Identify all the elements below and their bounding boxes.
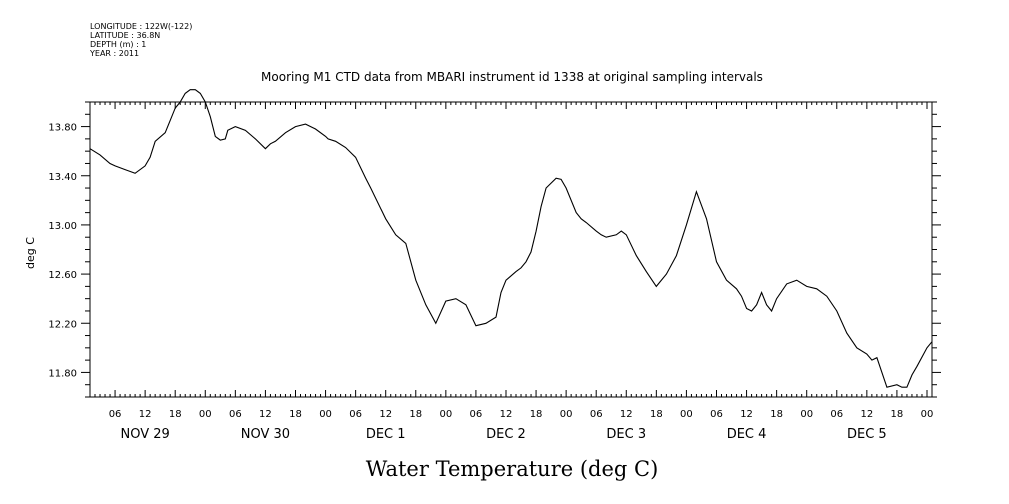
x-hour-tick-label: 12 [379,409,392,420]
depth-label: DEPTH (m) : 1 [90,40,147,49]
x-axis-label: Water Temperature (deg C) [366,457,659,481]
x-hour-tick-label: 06 [590,409,603,420]
y-tick-label: 12.60 [48,270,77,281]
x-hour-tick-label: 00 [800,409,813,420]
x-hour-tick-label: 00 [560,409,573,420]
x-hour-tick-label: 18 [169,409,182,420]
x-hour-tick-label: 12 [860,409,873,420]
x-day-label: NOV 29 [120,427,169,442]
x-hour-tick-label: 12 [500,409,513,420]
x-hour-tick-label: 00 [921,409,934,420]
x-day-label: DEC 5 [847,427,887,442]
temperature-series-line [89,89,933,388]
x-hour-tick-label: 18 [530,409,543,420]
x-day-label: DEC 2 [486,427,526,442]
x-hour-tick-label: 18 [891,409,904,420]
x-day-label: DEC 4 [727,427,767,442]
y-axis-label: deg C [24,237,37,269]
x-hour-tick-label: 06 [470,409,483,420]
y-tick-label: 13.00 [48,221,77,232]
x-hour-tick-label: 06 [109,409,122,420]
x-hour-tick-label: 00 [439,409,452,420]
x-hour-tick-label: 12 [139,409,152,420]
y-tick-label: 13.80 [48,123,77,134]
x-day-label: DEC 3 [606,427,646,442]
x-day-label: NOV 30 [241,427,290,442]
metadata-block: LONGITUDE : 122W(-122) LATITUDE : 36.8N … [90,22,192,58]
y-tick-label: 13.40 [48,172,77,183]
x-hour-tick-label: 06 [229,409,242,420]
x-hour-tick-label: 06 [710,409,723,420]
latitude-label: LATITUDE : 36.8N [90,31,161,40]
x-day-label: DEC 1 [366,427,406,442]
y-tick-label: 12.20 [48,319,77,330]
x-hour-tick-label: 12 [740,409,753,420]
x-hour-tick-label: 06 [349,409,362,420]
x-hour-tick-label: 18 [409,409,422,420]
x-hour-tick-label: 00 [680,409,693,420]
axis-ticks [81,101,941,398]
x-hour-tick-label: 12 [259,409,272,420]
year-label: YEAR : 2011 [90,49,140,58]
plot-frame [89,101,933,398]
x-hour-tick-label: 12 [620,409,633,420]
x-hour-tick-label: 06 [830,409,843,420]
y-tick-label: 11.80 [48,368,77,379]
chart-title: Mooring M1 CTD data from MBARI instrumen… [261,70,763,84]
axis-tick-labels: 06 12 18 00 06 12 18 00 06 12 18 00 06 12 18 00 06 12 18 00… [48,123,933,442]
x-hour-tick-label: 00 [319,409,332,420]
x-hour-tick-label: 18 [289,409,302,420]
longitude-label: LONGITUDE : 122W(-122) [90,22,193,31]
x-hour-tick-label: 18 [770,409,783,420]
x-hour-tick-label: 00 [199,409,212,420]
x-hour-tick-label: 18 [650,409,663,420]
